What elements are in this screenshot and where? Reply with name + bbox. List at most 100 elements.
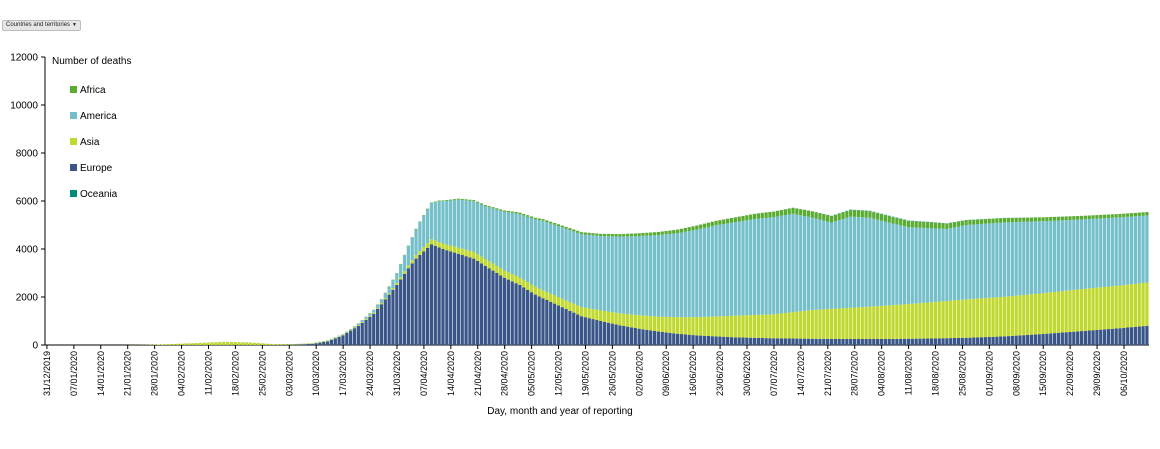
bar-segment-asia [972,298,976,338]
bar-segment-asia [191,343,195,345]
bar-segment-america [522,215,526,280]
bar-segment-asia [218,342,222,345]
bar-segment-america [772,217,776,315]
x-axis: 31/12/2019 07/01/2020 14/01/2020 21/01/2020… [42,344,1149,396]
countries-filter-dropdown[interactable]: Countries and territories ▼ [2,20,81,31]
bar-segment-asia [760,314,764,338]
bar-segment-europe [395,285,399,345]
bar-segment-america [760,218,764,315]
bar-segment-america [1133,216,1138,284]
bar-segment-america [491,208,495,264]
bar-segment-asia [210,342,214,345]
bar-segment-america [595,235,599,310]
bar-segment-africa [641,233,645,236]
bar-segment-america [860,217,864,308]
bar-segment-africa [525,215,530,217]
bar-segment-asia [495,265,499,273]
bar-segment-europe [464,256,468,345]
x-tick-label: 24/03/2020 [365,351,375,396]
bar-segment-asia [422,246,426,252]
bar-segment-europe [726,336,730,345]
bar-segment-america [852,216,857,308]
bar-segment-africa [768,212,772,218]
bar-segment-america [429,203,434,240]
bar-segment-africa [983,219,987,224]
bar-segment-america [641,235,645,316]
bar-segment-europe [487,268,491,345]
bar-segment-asia [733,315,737,338]
bar-segment-africa [545,220,549,223]
bar-segment-asia [341,334,345,336]
bar-segment-asia [679,317,684,335]
bar-segment-europe [733,337,737,345]
bar-segment-america [826,221,830,310]
bar-segment-africa [926,222,930,229]
bar-segment-america [510,212,514,275]
bar-segment-asia [987,297,991,337]
bar-segment-africa [841,212,845,219]
bar-segment-asia [368,315,372,317]
bar-segment-america [564,228,568,301]
bar-segment-america [1014,222,1018,296]
bar-segment-europe [1060,332,1064,345]
bar-segment-africa [429,202,434,204]
bar-segment-asia [768,314,772,339]
bar-segment-europe [1010,335,1014,345]
bar-segment-africa [1006,217,1011,223]
bar-segment-asia [491,263,495,271]
bar-segment-america [802,216,807,311]
x-tick-label: 10/03/2020 [311,351,321,396]
bar-segment-america [849,216,853,308]
bar-segment-africa [460,199,464,200]
bar-segment-europe [995,336,999,345]
bar-segment-america [337,335,341,337]
bar-segment-africa [649,232,653,236]
bar-segment-america [864,217,868,307]
bar-segment-africa [929,222,934,229]
bar-segment-asia [914,303,918,339]
bar-segment-america [506,212,510,273]
legend-swatch-oceania [70,190,77,197]
bar-segment-europe [1022,335,1026,345]
bar-segment-europe [722,336,726,345]
bar-segment-america [487,207,491,262]
bar-segment-europe [299,344,303,345]
bar-segment-africa [549,221,553,224]
legend: Africa America Asia Europe Oceania [70,85,118,200]
bar-segment-africa [599,233,603,237]
bar-segment-africa [633,233,637,237]
bar-segment-america [810,217,814,310]
bar-segment-europe [656,331,661,345]
bar-segment-america [414,229,418,255]
bar-segment-europe [402,273,407,345]
bar-segment-africa [614,234,618,237]
bar-segment-europe [1049,333,1053,345]
bar-segment-asia [429,239,434,245]
bar-segment-asia [876,306,880,339]
bar-segment-asia [464,249,468,257]
bar-segment-asia [879,305,884,339]
bar-segment-africa [956,221,961,227]
bar-segment-europe [672,333,676,345]
bar-segment-africa [572,229,576,232]
bar-segment-asia [449,245,453,252]
bar-segment-asia [826,309,830,339]
bar-segment-asia [772,314,776,339]
bar-segment-europe [660,331,664,345]
bar-segment-america [895,224,899,305]
x-axis-label: Day, month and year of reporting [487,406,632,417]
bar-segment-america [833,221,837,309]
bar-segment-asia [168,344,172,345]
bar-segment-europe [983,337,987,345]
bar-segment-america [395,273,399,283]
bar-segment-asia [829,308,834,339]
bar-segment-africa [1079,215,1084,220]
bar-segment-asia [522,279,526,288]
x-tick-label: 28/04/2020 [500,351,510,396]
bar-segment-europe [714,336,718,345]
x-tick-label: 29/09/2020 [1092,351,1102,396]
bar-segment-europe [552,303,557,345]
bar-segment-asia [814,309,818,339]
bar-segment-america [652,235,657,317]
bar-segment-europe [556,305,561,345]
